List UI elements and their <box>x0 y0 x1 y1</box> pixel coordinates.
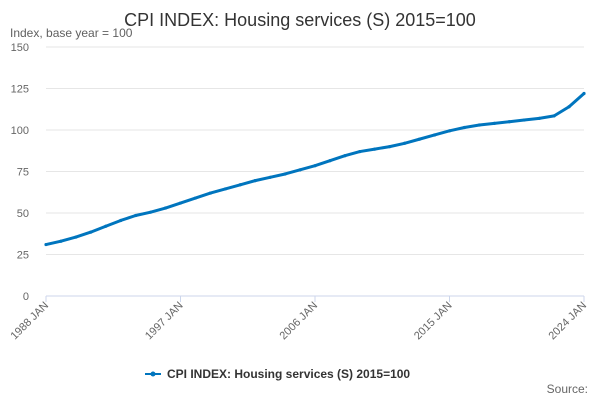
data-point[interactable] <box>507 120 511 124</box>
legend[interactable]: CPI INDEX: Housing services (S) 2015=100 <box>145 367 410 381</box>
data-point[interactable] <box>208 191 212 195</box>
data-point[interactable] <box>552 114 556 118</box>
data-point[interactable] <box>388 145 392 149</box>
data-point[interactable] <box>462 125 467 130</box>
y-tick-label: 150 <box>11 42 29 54</box>
data-point[interactable] <box>537 116 541 120</box>
data-point[interactable] <box>283 172 287 176</box>
data-point[interactable] <box>432 133 437 137</box>
data-point[interactable] <box>104 224 108 228</box>
source-label: Source: <box>547 382 588 396</box>
data-point[interactable] <box>418 137 422 141</box>
data-point[interactable] <box>403 141 407 145</box>
data-point[interactable] <box>163 206 168 210</box>
data-point[interactable] <box>373 147 377 151</box>
data-point[interactable] <box>567 105 571 109</box>
data-point[interactable] <box>59 239 63 243</box>
data-point[interactable] <box>298 168 302 172</box>
data-point[interactable] <box>343 154 347 158</box>
data-point[interactable] <box>44 242 48 247</box>
data-point[interactable] <box>358 149 362 154</box>
series-line[interactable] <box>44 91 586 247</box>
data-point[interactable] <box>522 118 526 122</box>
chart-title: CPI INDEX: Housing services (S) 2015=100 <box>124 10 476 30</box>
x-tick-label: 2024 JAN <box>546 300 589 343</box>
data-point[interactable] <box>447 129 452 133</box>
data-point[interactable] <box>313 164 317 168</box>
data-point[interactable] <box>477 123 481 127</box>
data-point[interactable] <box>238 183 242 187</box>
x-tick-label: 1988 JAN <box>8 300 51 343</box>
y-tick-label: 25 <box>17 250 29 262</box>
data-point[interactable] <box>178 201 183 205</box>
data-point[interactable] <box>193 196 198 200</box>
data-point[interactable] <box>149 210 153 214</box>
y-tick-label: 50 <box>17 208 29 220</box>
y-tick-label: 0 <box>23 291 29 303</box>
data-point[interactable] <box>134 213 138 218</box>
data-point[interactable] <box>253 179 257 183</box>
y-tick-label: 125 <box>11 84 29 96</box>
data-point[interactable] <box>119 218 123 223</box>
data-point[interactable] <box>74 235 78 239</box>
legend-point-marker <box>150 371 156 377</box>
data-point[interactable] <box>582 91 586 96</box>
data-point[interactable] <box>89 230 93 234</box>
series-group <box>44 91 586 247</box>
data-point[interactable] <box>328 159 332 163</box>
y-axis-ticks: 0 25 50 75 100 125 150 <box>11 42 29 303</box>
y-tick-label: 75 <box>17 167 29 179</box>
gridlines <box>46 46 584 255</box>
data-point[interactable] <box>268 175 272 179</box>
y-axis-label: Index, base year = 100 <box>10 26 133 40</box>
x-tick-label: 2015 JAN <box>412 300 455 343</box>
data-point[interactable] <box>223 187 227 191</box>
x-tick-label: 1997 JAN <box>143 300 186 343</box>
x-tick-label: 2006 JAN <box>277 300 320 343</box>
data-point[interactable] <box>492 121 496 125</box>
legend-label: CPI INDEX: Housing services (S) 2015=100 <box>167 367 410 381</box>
x-axis: 1988 JAN 1997 JAN 2006 JAN 2015 JAN 2024 JAN <box>8 295 589 343</box>
y-tick-label: 100 <box>11 125 29 137</box>
